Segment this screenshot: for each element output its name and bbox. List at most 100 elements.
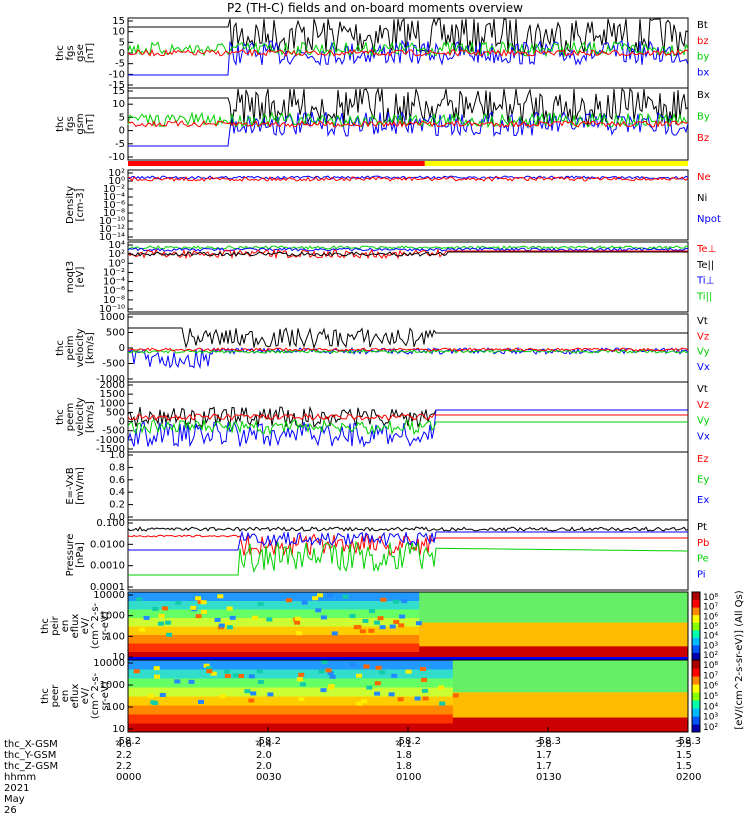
y-axis-label-line: peer: [50, 684, 61, 708]
footer-row-value: 0030: [256, 772, 282, 783]
spectrogram-band: [128, 714, 688, 724]
y-axis-label-line: thc: [55, 409, 66, 425]
spectrogram-cell: [154, 674, 161, 679]
spectrogram-cell: [224, 621, 231, 626]
spectrogram-cell: [159, 693, 166, 698]
legend-bz: bz: [697, 36, 709, 47]
footer-row-value: 1.8: [396, 750, 412, 761]
spectrogram-cell: [438, 685, 445, 690]
legend-By: By: [697, 112, 710, 123]
series-Ne: [128, 175, 689, 182]
y-tick-label: -500: [102, 359, 125, 370]
spectrogram-cell: [321, 660, 328, 665]
y-axis-label-line: (cm^2-s-: [90, 602, 101, 649]
panel-fgs2: 15 10 5 0 -5 -10 thcfgsgsm[nT] Bx By Bz: [55, 86, 710, 163]
colorbar-segment: [692, 599, 700, 608]
y-tick-label: 10⁻⁸: [103, 295, 125, 306]
spectrogram-cell: [133, 669, 140, 674]
spectrogram-band: [128, 705, 688, 715]
y-tick-label: -10: [109, 152, 125, 163]
series-bz: [127, 48, 689, 58]
y-axis-label-line: fgs: [65, 116, 76, 131]
y-tick-label: -5: [115, 139, 125, 150]
y-tick-label: 500: [106, 407, 125, 418]
y-tick-label: 1000: [100, 398, 125, 409]
legend-Vz: Vz: [697, 400, 709, 411]
spectrogram-cell: [342, 594, 349, 599]
spectrogram-cell: [301, 600, 308, 605]
y-tick-label: 10: [112, 652, 125, 663]
footer-row-label: hhmm: [4, 772, 37, 783]
y-tick-label: -15: [109, 80, 125, 91]
spectrogram-cell: [374, 620, 381, 625]
spectrogram-cell: [328, 684, 335, 689]
y-axis-label-line: [eV]: [75, 267, 86, 288]
footer-row-value: 0000: [116, 772, 142, 783]
footer-row-thc_Y-GSM: thc_Y-GSM 2.2 2.0 1.8 1.7 1.5: [4, 750, 704, 761]
spectrogram-quiet-region: [452, 660, 688, 693]
spectrogram-cell: [210, 671, 217, 676]
colorbar-tick-label: 10⁸: [703, 593, 718, 603]
spectrogram-cell: [203, 663, 210, 668]
spectrogram-cell: [298, 697, 305, 702]
spectrogram-cell: [294, 620, 301, 625]
y-tick-label: 10000: [93, 590, 125, 601]
series-Pe: [128, 540, 688, 576]
spectrogram-low-band: [128, 657, 688, 660]
y-tick-label: -1000: [96, 435, 125, 446]
y-axis-label-line: eV/: [80, 617, 91, 634]
spectrogram-cell: [327, 671, 334, 676]
y-tick-label: 2000: [100, 380, 125, 391]
colorbar-segment: [692, 592, 700, 601]
footer-row-label: thc_X-GSM: [4, 739, 58, 750]
spectrogram-cell: [329, 674, 336, 679]
spectrogram-cell: [226, 625, 233, 630]
panel-peem: 2000150010005000-500-1000-1500thcpeemvel…: [55, 380, 710, 455]
colorbar-segment: [692, 637, 700, 646]
colorbar-tick-label: 10⁴: [703, 632, 718, 642]
spectrogram-cell: [368, 609, 375, 614]
spectrogram-cell: [266, 617, 273, 622]
spectrogram-cell: [380, 597, 387, 602]
y-tick-label: 1000: [100, 680, 125, 691]
spectrogram-band: [128, 651, 688, 661]
colorbar-segment: [692, 708, 700, 717]
y-tick-label: -5: [115, 59, 125, 70]
legend-Ne: Ne: [697, 172, 711, 183]
legend-Te⊥: Te⊥: [696, 244, 716, 255]
series-Vy: [127, 349, 689, 354]
series-Vy: [127, 418, 688, 436]
footer-row-value: 1.7: [536, 750, 552, 761]
y-axis-label-line: thc: [40, 688, 51, 704]
y-axis-label: thcpeirenefluxeV/(cm^2-s-sr-eV): [40, 602, 111, 649]
spectrogram-cell: [226, 606, 233, 611]
y-tick-label: -1000: [96, 374, 125, 385]
spectrogram-cell: [356, 673, 363, 678]
spectrogram-cell: [415, 621, 422, 626]
y-axis-label-line: sr-eV): [100, 681, 111, 710]
spectrogram-cell: [320, 615, 327, 620]
colorbar-segment: [692, 629, 700, 638]
footer-row-value: 2.0: [256, 750, 272, 761]
spectrogram-cell: [256, 669, 263, 674]
legend-Vx: Vx: [697, 431, 710, 442]
spectrogram-cell: [399, 614, 406, 619]
spectrogram-cell: [361, 699, 368, 704]
spectrogram-cell: [377, 616, 384, 621]
y-tick-label: 1000: [100, 312, 125, 323]
y-axis-label-line: moqt3: [65, 261, 76, 294]
y-tick-label: 0.0: [109, 512, 125, 523]
spectrogram-band: [128, 678, 688, 688]
y-tick-label: -1500: [96, 444, 125, 455]
y-axis-label: thcfgsgse[nT]: [55, 43, 96, 63]
colorbar-tick-label: 10²: [703, 723, 718, 733]
legend-Te||: Te||: [696, 260, 714, 271]
y-axis-label-line: thc: [55, 45, 66, 61]
spectrogram-cell: [315, 608, 322, 613]
spectrogram-cell: [161, 606, 168, 611]
spectrogram-cell: [356, 701, 363, 706]
footer-row-value: 1.5: [676, 761, 692, 772]
panel-peer: 10000100010010thcpeerenefluxeV/(cm^2-s-s…: [40, 658, 689, 735]
